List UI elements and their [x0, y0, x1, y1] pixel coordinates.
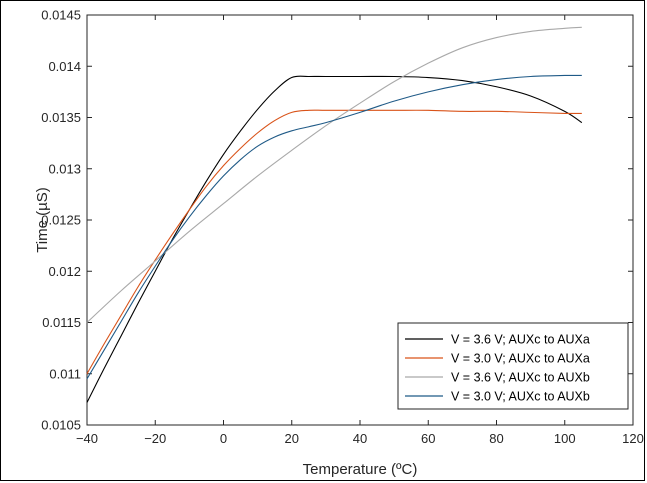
series-line-3: [86, 26, 582, 323]
series-line-4: [86, 74, 582, 380]
y-tick-label: 0.0135: [41, 110, 81, 125]
legend-label-2: V = 3.0 V; AUXc to AUXa: [451, 352, 590, 366]
x-tick-label: 60: [421, 431, 435, 446]
y-tick-label: 0.0145: [41, 8, 81, 23]
y-tick-label: 0.011: [49, 366, 81, 381]
x-tick-label: −20: [144, 431, 166, 446]
y-tick-label: 0.0115: [42, 315, 81, 330]
x-axis-title: Temperature (ºC): [303, 461, 418, 478]
y-tick-label: 0.012: [48, 264, 81, 279]
legend-label-4: V = 3.0 V; AUXc to AUXb: [451, 390, 590, 404]
x-tick-label: 80: [489, 431, 503, 446]
legend-box: [397, 322, 629, 410]
legend-label-3: V = 3.6 V; AUXc to AUXb: [451, 371, 590, 385]
x-tick-label: 120: [622, 431, 644, 446]
x-tick-label: 100: [554, 431, 576, 446]
y-axis: 0.0105 0.011 0.0115 0.012 0.0125 0.013 0.0135 0…: [41, 8, 633, 433]
series-lines: [86, 26, 583, 403]
y-tick-label: 0.014: [48, 59, 81, 74]
legend: V = 3.6 V; AUXc to AUXa V = 3.0 V; AUXc t…: [397, 322, 629, 410]
y-tick-label: 0.0125: [41, 213, 81, 228]
y-tick-label: 0.013: [48, 161, 81, 176]
x-tick-label: −40: [76, 431, 98, 446]
series-line-2: [86, 109, 582, 375]
y-tick-label: 0.0105: [41, 418, 81, 433]
x-tick-label: 0: [220, 431, 227, 446]
x-axis: −40 −20 0 20 40 60 80 100 120: [76, 15, 644, 446]
x-tick-label: 40: [353, 431, 367, 446]
x-tick-label: 20: [285, 431, 299, 446]
series-line-1: [86, 75, 583, 403]
legend-label-1: V = 3.6 V; AUXc to AUXa: [451, 333, 590, 347]
y-axis-title: Time (µS): [34, 187, 51, 253]
